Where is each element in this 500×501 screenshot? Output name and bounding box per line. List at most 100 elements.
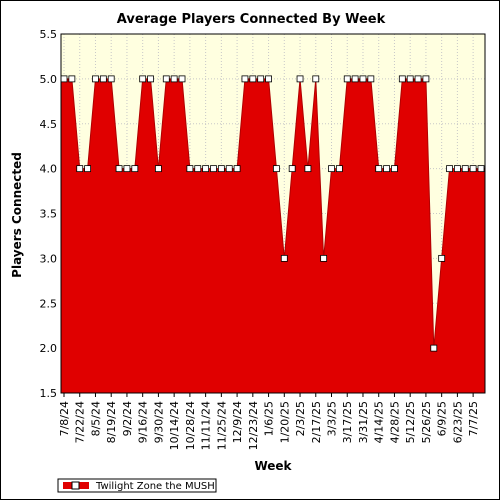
data-point [60, 75, 68, 83]
data-point [280, 254, 288, 262]
data-point [406, 75, 414, 83]
data-point [76, 165, 84, 173]
legend-label: Twilight Zone the MUSH [95, 481, 215, 492]
data-point [398, 75, 406, 83]
y-tick-label: 5.5 [40, 28, 58, 41]
data-point [115, 165, 123, 173]
y-tick-label: 3.5 [40, 208, 58, 221]
markers [60, 75, 485, 352]
x-tick-label: 7/7/25 [467, 401, 480, 436]
data-point [477, 165, 485, 173]
data-point [92, 75, 99, 83]
x-tick-label: 12/9/24 [231, 401, 244, 443]
legend-box [57, 478, 217, 493]
data-point [178, 75, 186, 83]
data-point [461, 165, 469, 173]
data-point [265, 75, 272, 83]
data-point [375, 165, 383, 173]
y-tick-label: 3.0 [40, 252, 58, 265]
data-point [233, 165, 241, 173]
data-point [210, 165, 217, 173]
chart-title: Average Players Connected By Week [117, 12, 386, 27]
data-point [391, 165, 398, 173]
data-point [367, 75, 375, 83]
data-point [123, 165, 131, 173]
x-tick-label: 8/5/24 [89, 401, 102, 436]
data-point [84, 165, 91, 173]
y-axis-label: Players Connected [10, 152, 24, 278]
y-tick-label: 4.5 [40, 118, 58, 131]
x-tick-label: 4/14/25 [373, 401, 386, 443]
data-point [469, 165, 477, 173]
x-tick-label: 1/20/25 [278, 401, 291, 443]
x-tick-label: 11/11/24 [200, 401, 213, 450]
data-point [335, 165, 343, 173]
x-tick-label: 9/30/24 [152, 401, 165, 443]
x-tick-label: 1/6/25 [263, 401, 276, 436]
x-tick-label: 5/12/25 [404, 401, 417, 443]
plot-border [60, 33, 486, 394]
data-point [68, 75, 76, 83]
x-tick-label: 3/17/25 [341, 401, 354, 443]
x-axis-label: Week [254, 459, 292, 473]
data-point [296, 75, 304, 83]
x-tick-label: 10/14/24 [168, 401, 181, 450]
data-point [139, 75, 147, 83]
data-point [186, 165, 194, 173]
data-point [155, 165, 162, 173]
x-tick-label: 9/2/24 [121, 401, 134, 436]
data-point [414, 75, 422, 83]
y-axis-ticks: 1.5 2.0 2.5 3.0 3.5 4.0 4.5 5.0 5.5 [40, 28, 58, 400]
legend-marker [71, 481, 80, 490]
data-point [328, 165, 335, 173]
data-point [241, 75, 249, 83]
legend: Twilight Zone the MUSH [57, 478, 217, 493]
data-point [359, 75, 367, 83]
data-point [430, 344, 438, 352]
x-tick-label: 6/9/25 [436, 401, 449, 436]
x-tick-label: 3/3/25 [326, 401, 339, 436]
x-tick-label: 2/17/25 [310, 401, 323, 443]
y-tick-label: 1.5 [40, 387, 58, 400]
data-point [312, 75, 320, 83]
data-point [288, 165, 296, 173]
x-tick-label: 12/23/24 [247, 401, 260, 450]
data-point [343, 75, 351, 83]
data-point [453, 165, 461, 173]
data-point [383, 165, 390, 173]
x-tick-label: 3/31/25 [357, 401, 370, 443]
y-tick-label: 2.5 [40, 297, 58, 310]
x-tick-label: 7/8/24 [58, 401, 71, 436]
data-point [99, 75, 107, 83]
x-tick-label: 2/3/25 [294, 401, 307, 436]
data-point [170, 75, 178, 83]
x-tick-label: 6/23/25 [451, 401, 464, 443]
data-point [351, 75, 359, 83]
data-point [194, 165, 202, 173]
x-tick-label: 11/25/24 [215, 401, 228, 450]
x-tick-label: 5/26/25 [420, 401, 433, 443]
data-point [438, 254, 446, 262]
data-point [225, 165, 233, 173]
data-point [304, 165, 312, 173]
x-axis-ticks: 7/8/24 7/22/24 8/5/24 8/19/24 9/2/24 9/16/24 9… [58, 393, 480, 450]
data-point [131, 165, 139, 173]
x-tick-label: 10/28/24 [184, 401, 197, 450]
x-tick-label: 8/19/24 [105, 401, 118, 443]
data-point [202, 165, 210, 173]
data-point [147, 75, 154, 83]
data-point [320, 254, 328, 262]
y-tick-label: 2.0 [40, 342, 58, 355]
data-point [162, 75, 170, 83]
data-point [422, 75, 430, 83]
data-point [446, 165, 453, 173]
data-point [257, 75, 265, 83]
y-tick-label: 4.0 [40, 163, 58, 176]
data-point [217, 165, 225, 173]
y-tick-label: 5.0 [40, 73, 58, 86]
data-point [249, 75, 257, 83]
x-tick-label: 7/22/24 [74, 401, 87, 443]
x-tick-label: 4/28/25 [388, 401, 401, 443]
